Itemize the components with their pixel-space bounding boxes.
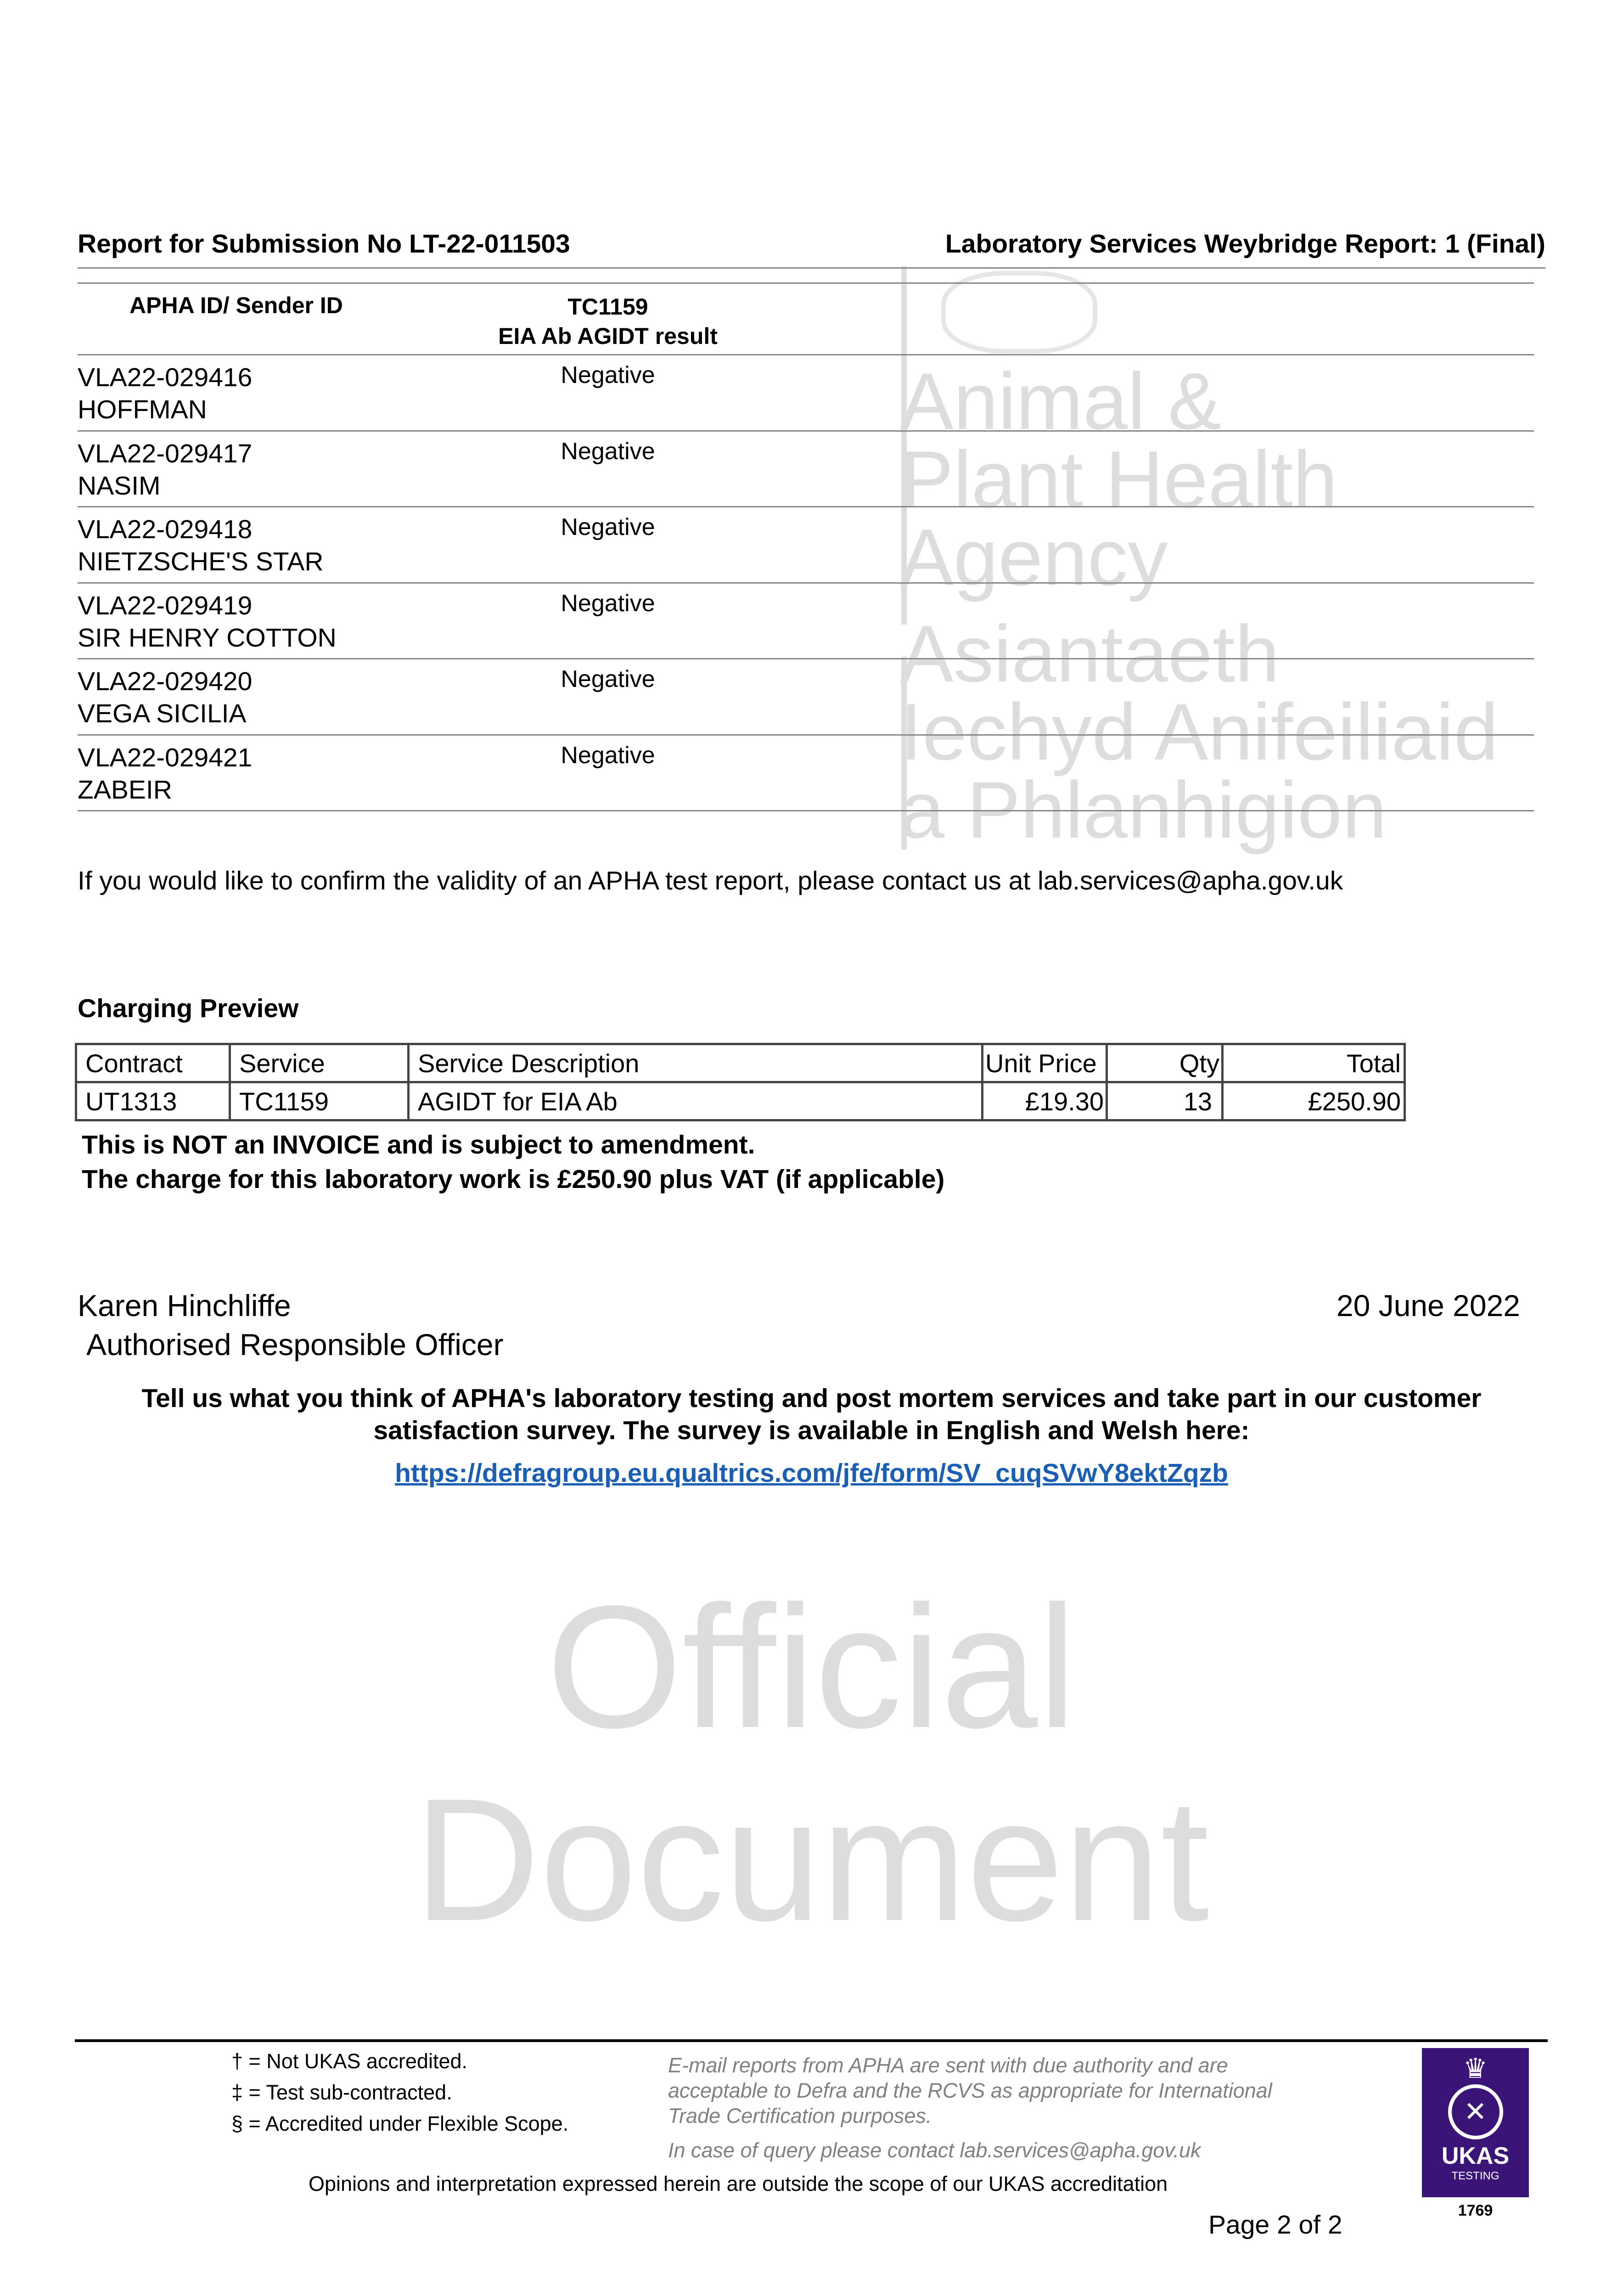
charging-table: Contract Service Service Description Uni… [75,1043,1406,1121]
charge-note: The charge for this laboratory work is £… [82,1165,945,1194]
apha-id: VLA22-029418 [78,515,253,544]
table-row: VLA22-029419 SIR HENRY COTTON [78,590,337,654]
watermark-agency-logo: Animal & Plant Health Agency Asiantaeth … [900,357,1499,850]
email-note-line: acceptable to Defra and the RCVS as appr… [668,2079,1272,2102]
apha-id: VLA22-029420 [78,667,253,696]
row-divider [78,810,1534,811]
ukas-disclaimer: Opinions and interpretation expressed he… [309,2172,1168,2195]
table-row: VLA22-029420 VEGA SICILIA [78,665,252,730]
survey-line: Tell us what you think of APHA's laborat… [141,1384,1482,1413]
sender-id: NIETZSCHE'S STAR [78,547,324,576]
key-not-accredited: † = Not UKAS accredited. [231,2049,468,2073]
result-value: Negative [561,590,655,617]
table-header-row: Contract Service Service Description Uni… [75,1043,1406,1083]
test-name: EIA Ab AGIDT result [498,323,718,349]
footer-keys: † = Not UKAS accredited. ‡ = Test sub-co… [231,2046,568,2139]
report-date: 20 June 2022 [1336,1289,1520,1322]
test-code: TC1159 [567,294,648,320]
sender-id: ZABEIR [78,775,172,805]
apha-id: VLA22-029416 [78,363,253,392]
validity-text: If you would like to confirm the validit… [78,866,1343,895]
result-value: Negative [561,742,655,769]
col-header-id: APHA ID/ Sender ID [129,293,343,318]
cell-contract: UT1313 [75,1081,231,1121]
th-contract: Contract [75,1043,231,1083]
submission-title: Report for Submission No LT-22-011503 [78,229,570,259]
footer-divider [75,2039,1548,2042]
sender-id: NASIM [78,471,161,501]
row-divider [78,734,1534,736]
cell-total: £250.90 [1221,1081,1406,1121]
cell-qty: 13 [1106,1081,1224,1121]
report-title: Laboratory Services Weybridge Report: 1 … [945,229,1545,259]
table-row: VLA22-029418 NIETZSCHE'S STAR [78,513,324,578]
sender-id: SIR HENRY COTTON [78,623,337,653]
crest-icon [941,271,1097,354]
ukas-label: UKAS [1441,2143,1510,2169]
key-flexible-scope: § = Accredited under Flexible Scope. [231,2112,569,2135]
query-note: In case of query please contact lab.serv… [668,2138,1201,2162]
apha-id: VLA22-029419 [78,591,253,620]
crown-icon: ♛ [1463,2053,1488,2084]
result-value: Negative [561,362,655,388]
th-description: Service Description [407,1043,983,1083]
watermark-text: Animal & [900,357,1222,446]
table-row: VLA22-029417 NASIM [78,438,252,502]
charging-title: Charging Preview [78,994,299,1023]
sender-id: HOFFMAN [78,395,207,424]
cell-description: AGIDT for EIA Ab [407,1081,983,1121]
survey-line: satisfaction survey. The survey is avail… [373,1416,1250,1445]
watermark-text: Iechyd Anifeiliaid [900,687,1499,777]
email-note: E-mail reports from APHA are sent with d… [668,2053,1272,2163]
result-value: Negative [561,438,655,465]
cell-service: TC1159 [229,1081,410,1121]
cell-unit-price: £19.30 [981,1081,1108,1121]
table-row: VLA22-029416 HOFFMAN [78,361,252,426]
survey-text: Tell us what you think of APHA's laborat… [0,1382,1623,1446]
col-header-test: TC1159 EIA Ab AGIDT result [470,292,746,351]
table-row: UT1313 TC1159 AGIDT for EIA Ab £19.30 13… [75,1081,1406,1121]
watermark-text: Agency [900,513,1168,602]
watermark-text: Official [546,1569,1077,1764]
row-divider [78,582,1534,584]
th-unit-price: Unit Price [981,1043,1108,1083]
watermark-text: Document [414,1762,1209,1957]
official-document-watermark: Official Document [0,1570,1623,1956]
result-value: Negative [561,666,655,692]
apha-id: VLA22-029417 [78,439,253,468]
row-divider [78,506,1534,507]
row-divider [78,658,1534,659]
watermark-bar [901,657,907,850]
ukas-emblem-icon: ✕ [1448,2084,1503,2139]
page-number: Page 2 of 2 [1208,2210,1342,2240]
signatory-role: Authorised Responsible Officer [86,1328,504,1362]
sender-id: VEGA SICILIA [78,699,247,728]
th-total: Total [1221,1043,1406,1083]
row-divider [78,430,1534,432]
email-note-line: Trade Certification purposes. [668,2104,932,2127]
table-row: VLA22-029421 ZABEIR [78,742,252,806]
email-note-line: E-mail reports from APHA are sent with d… [668,2054,1228,2077]
watermark-text: Asiantaeth [900,609,1280,699]
apha-id: VLA22-029421 [78,743,253,772]
signatory-name: Karen Hinchliffe [78,1289,291,1322]
ukas-logo: ♛ ✕ UKAS TESTING [1422,2048,1529,2197]
ukas-sub: TESTING [1451,2170,1499,2182]
not-invoice-note: This is NOT an INVOICE and is subject to… [82,1130,755,1159]
key-sub-contracted: ‡ = Test sub-contracted. [231,2081,452,2104]
survey-link[interactable]: https://defragroup.eu.qualtrics.com/jfe/… [395,1458,1228,1488]
watermark-bar [901,266,907,625]
result-value: Negative [561,514,655,540]
th-service: Service [229,1043,410,1083]
ukas-number: 1769 [1458,2202,1493,2219]
th-qty: Qty [1106,1043,1224,1083]
